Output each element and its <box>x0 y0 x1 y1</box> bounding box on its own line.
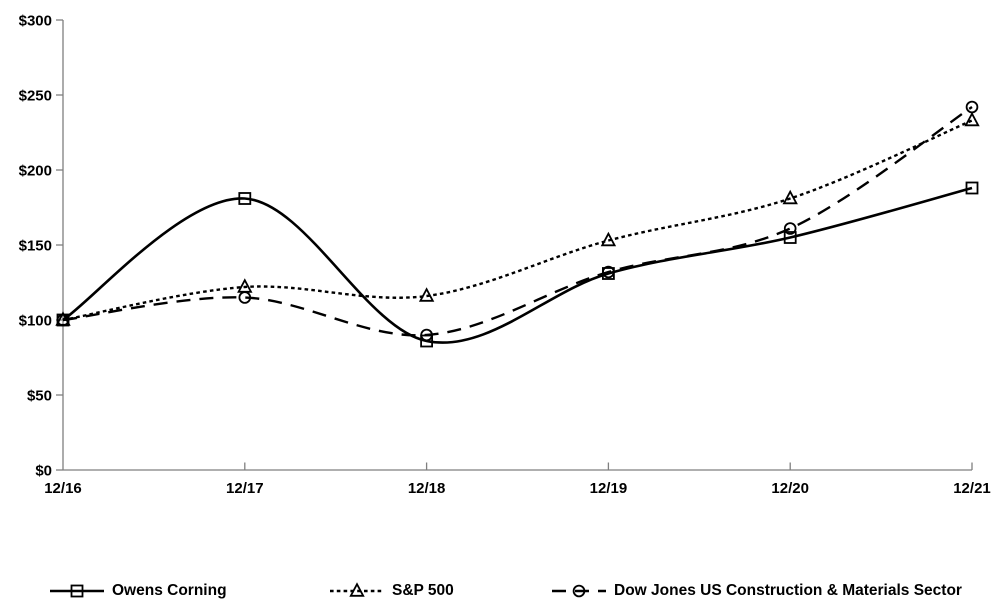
y-tick-label: $250 <box>19 88 52 105</box>
x-tick-label: 12/19 <box>590 480 628 497</box>
x-tick-label: 12/21 <box>953 480 991 497</box>
triangle-marker <box>964 111 980 127</box>
y-tick-label: $100 <box>19 313 52 330</box>
chart-canvas: $0 $50 $100 $150 $200 $250 $300 12/16 12/17 12/18… <box>19 13 991 498</box>
circle-marker <box>783 222 797 235</box>
legend-label: Dow Jones US Construction & Materials Se… <box>614 582 962 599</box>
x-tick-label: 12/17 <box>226 480 264 497</box>
legend-item-owens-corning: Owens Corning <box>50 578 227 604</box>
circle-marker <box>602 265 615 279</box>
legend-item-dow-jones-us-construction-materials-sector: Dow Jones US Construction & Materials Se… <box>552 578 962 604</box>
y-tick-label: $150 <box>19 238 52 255</box>
circle-marker <box>965 100 979 114</box>
x-tick-label: 12/18 <box>408 480 446 497</box>
circle-marker <box>238 291 252 304</box>
series-line-dow-jones-us-construction-materials-sector <box>62 106 973 337</box>
legend-item-s-p-500: S&P 500 <box>330 578 454 604</box>
y-tick-label: $0 <box>35 463 52 480</box>
y-tick-label: $200 <box>19 163 52 180</box>
series-markers-s-p-500 <box>55 111 980 326</box>
legend-label: S&P 500 <box>392 582 454 599</box>
circle-marker <box>420 328 433 342</box>
square-marker <box>783 231 797 244</box>
x-tick-label: 12/16 <box>44 480 82 497</box>
legend-swatch-long-dash <box>552 584 606 598</box>
legend-label: Owens Corning <box>112 582 227 599</box>
series-line-owens-corning <box>62 186 973 344</box>
y-tick-label: $50 <box>27 388 52 405</box>
triangle-marker <box>782 189 798 205</box>
square-marker <box>238 192 252 205</box>
series-markers-dow-jones-us-construction-materials-sector <box>56 100 979 342</box>
series-line-s-p-500 <box>62 119 973 322</box>
legend-swatch-short-dash <box>330 582 384 597</box>
chart-legend: Owens Corning S&P 500 Dow Jones US Constru… <box>0 578 1008 608</box>
x-tick-label: 12/20 <box>771 480 809 497</box>
circle-marker <box>572 584 586 598</box>
square-marker <box>965 181 979 195</box>
triangle-marker <box>418 287 435 302</box>
square-marker <box>70 584 84 598</box>
square-marker <box>420 334 434 348</box>
triangle-marker <box>349 582 365 597</box>
y-tick-label: $300 <box>19 13 52 30</box>
triangle-marker <box>600 231 617 247</box>
circle-marker <box>56 313 70 327</box>
series-markers-owens-corning <box>56 181 979 348</box>
legend-swatch-solid <box>50 584 104 598</box>
